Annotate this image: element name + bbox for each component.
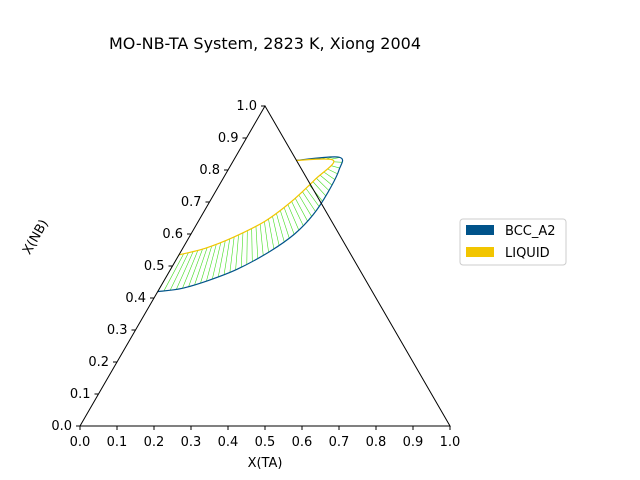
- x-tick-label: 0.8: [366, 435, 387, 450]
- x-tick-label: 0.3: [181, 435, 202, 450]
- tie-line: [246, 230, 248, 265]
- x-tick-label: 1.0: [440, 435, 461, 450]
- tie-line: [280, 210, 290, 239]
- y-tick-label: 0.6: [162, 227, 183, 242]
- legend: BCC_A2 LIQUID: [459, 218, 567, 266]
- y-tick-label: 0.2: [88, 355, 109, 370]
- chart-title: MO-NB-TA System, 2823 K, Xiong 2004: [109, 34, 421, 53]
- y-tick-label: 0.8: [199, 163, 220, 178]
- tie-line: [255, 226, 259, 259]
- tie-line: [217, 240, 226, 278]
- tie-line: [259, 223, 264, 256]
- tie-line: [264, 221, 269, 253]
- y-tick-label: 0.3: [107, 323, 128, 338]
- tie-lines: [157, 156, 343, 292]
- tie-line: [319, 174, 333, 186]
- phase-boundary-bcc-a2: [157, 156, 344, 293]
- legend-label-liquid: LIQUID: [505, 246, 550, 261]
- tie-line: [188, 249, 203, 287]
- phase-boundary-liquid: [178, 158, 335, 256]
- x-tick-label: 0.6: [292, 435, 313, 450]
- tie-line: [206, 244, 217, 282]
- y-tick-label: 1.0: [236, 99, 257, 114]
- tie-line: [194, 247, 208, 286]
- tie-line: [200, 245, 213, 284]
- tie-line: [331, 165, 340, 169]
- tie-line: [182, 250, 199, 289]
- tie-line: [251, 228, 253, 262]
- tie-line: [176, 251, 194, 290]
- tie-line: [276, 213, 285, 243]
- tie-line: [333, 161, 343, 163]
- tie-line: [169, 252, 189, 291]
- y-axis-title: X(NB): [20, 217, 52, 257]
- ternary-frame: [79, 105, 451, 427]
- tie-line: [323, 171, 336, 180]
- tie-line: [283, 207, 295, 235]
- y-tick-label: 0.0: [51, 419, 72, 434]
- x-tick-label: 0.1: [107, 435, 128, 450]
- tie-line: [330, 157, 341, 160]
- x-tick-label: 0.2: [144, 435, 165, 450]
- y-tick-label: 0.1: [70, 387, 91, 402]
- tie-line: [212, 242, 222, 280]
- tie-line: [316, 178, 330, 191]
- tie-line: [305, 188, 320, 207]
- tie-line: [309, 184, 323, 202]
- legend-label-bcc-a2: BCC_A2: [505, 224, 556, 239]
- tie-line: [240, 232, 244, 268]
- y-tick-label: 0.9: [218, 131, 239, 146]
- tie-line: [229, 236, 235, 273]
- tie-line: [223, 238, 231, 275]
- tie-line: [235, 234, 239, 271]
- x-tick-label: 0.4: [218, 435, 239, 450]
- x-tick-label: 0.5: [255, 435, 276, 450]
- tie-line: [287, 204, 300, 231]
- x-tick-label: 0.9: [403, 435, 424, 450]
- y-tick-label: 0.5: [144, 259, 165, 274]
- tie-line: [163, 253, 184, 292]
- y-tick-label: 0.4: [125, 291, 146, 306]
- tie-line: [312, 181, 327, 197]
- tie-line: [272, 216, 280, 246]
- legend-swatch-liquid: [466, 247, 494, 257]
- y-tick-label: 0.7: [181, 195, 202, 210]
- tie-line: [327, 168, 338, 175]
- tie-line: [291, 201, 304, 227]
- x-axis-title: X(TA): [248, 456, 283, 471]
- tie-line: [295, 198, 308, 222]
- x-axis-ticks: 0.0 0.1 0.2 0.3 0.4 0.5 0.6 0.7 0.8 0.9 1.0: [70, 426, 461, 450]
- tie-line: [268, 218, 275, 249]
- x-tick-label: 0.7: [329, 435, 350, 450]
- y-axis-ticks: 0.0 0.1 0.2 0.3 0.4 0.5 0.6 0.7 0.8 0.9 1.0: [51, 99, 265, 434]
- tie-line: [298, 194, 312, 217]
- legend-swatch-bcc-a2: [466, 225, 494, 235]
- phase-boundaries: [157, 156, 344, 293]
- x-tick-label: 0.0: [70, 435, 91, 450]
- tie-line: [302, 191, 316, 212]
